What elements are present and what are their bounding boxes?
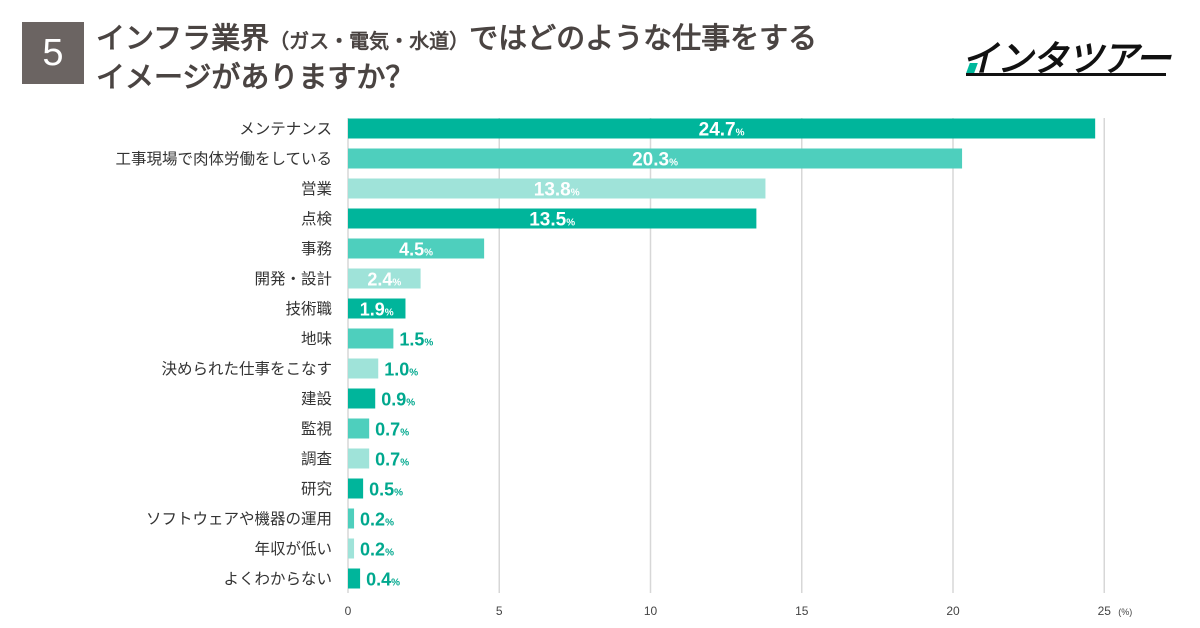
- title-part-2: （ガス・電気・水道）: [269, 29, 470, 53]
- value-label: 0.9%: [381, 390, 415, 410]
- x-axis-unit: (%): [1118, 607, 1132, 617]
- question-number: 5: [42, 31, 64, 74]
- value-label: 0.5%: [369, 480, 403, 500]
- bar: [348, 358, 379, 379]
- value-label: 2.4%: [367, 270, 401, 290]
- category-label: メンテナンス: [239, 120, 332, 138]
- bar: [348, 418, 370, 439]
- value-label: 0.7%: [375, 420, 409, 440]
- value-label: 1.9%: [360, 300, 394, 320]
- value-label: 13.5%: [529, 210, 575, 231]
- category-label: 調査: [301, 450, 332, 468]
- value-label: 0.2%: [360, 540, 394, 560]
- category-label: 決められた仕事をこなす: [161, 360, 332, 378]
- chart-bars: [348, 118, 1096, 589]
- category-label: 開発・設計: [254, 270, 332, 288]
- category-label: 点検: [301, 210, 333, 228]
- value-label: 13.8%: [534, 180, 580, 201]
- bar: [348, 388, 376, 409]
- brand-logo-underline: [966, 73, 1166, 76]
- x-tick-label: 5: [496, 604, 503, 618]
- category-label: 事務: [301, 240, 333, 258]
- x-tick-label: 15: [795, 604, 809, 618]
- title-part-3: ではどのような仕事をする: [469, 21, 818, 55]
- category-label: 営業: [301, 180, 332, 198]
- bar: [348, 178, 766, 199]
- category-label: 監視: [301, 420, 333, 438]
- x-tick-label: 20: [946, 604, 960, 618]
- bar: [348, 448, 370, 469]
- value-label: 0.7%: [375, 450, 409, 470]
- x-tick-label: 10: [644, 604, 658, 618]
- question-number-badge: 5: [22, 22, 84, 84]
- value-label: 24.7%: [699, 120, 745, 141]
- bar: [348, 298, 406, 319]
- value-label: 0.4%: [366, 570, 400, 590]
- x-tick-label: 0: [345, 604, 352, 618]
- value-label: 4.5%: [399, 240, 433, 260]
- bar: [348, 208, 757, 229]
- value-label: 1.5%: [399, 330, 433, 350]
- chart-x-ticks: 0 5 10 15 20 25: [345, 604, 1112, 618]
- bar: [348, 328, 394, 349]
- category-label: 工事現場で肉体労働をしている: [115, 150, 332, 168]
- category-label: よくわからない: [223, 570, 332, 588]
- bar: [348, 238, 485, 259]
- value-label: 0.2%: [360, 510, 394, 530]
- category-label: 建設: [301, 390, 332, 408]
- title-line-2: イメージがありますか？: [96, 60, 415, 94]
- chart-category-labels: メンテナンス工事現場で肉体労働をしている営業点検事務開発・設計技術職地味決められ…: [115, 120, 332, 588]
- bar: [348, 118, 1096, 139]
- category-label: 研究: [301, 480, 332, 498]
- bar: [348, 568, 361, 589]
- brand-logo: インタツアー: [962, 30, 1172, 80]
- value-label: 20.3%: [632, 150, 678, 171]
- chart-value-labels: 24.7% 20.3% 13.8% 13.5% 4.5% 2.4% 1.9%1.5% 1.0%…: [360, 120, 745, 590]
- bar: [348, 268, 421, 289]
- category-label: 技術職: [285, 300, 332, 318]
- page-title: インフラ業界（ガス・電気・水道）ではどのような仕事をする イメージがありますか？: [96, 20, 916, 95]
- x-tick-label: 25: [1098, 604, 1112, 618]
- value-label: 1.0%: [384, 360, 418, 380]
- bar: [348, 508, 355, 529]
- bar: [348, 538, 355, 559]
- category-label: 年収が低い: [254, 540, 332, 558]
- category-label: 地味: [301, 330, 332, 348]
- bar: [348, 148, 963, 169]
- title-line-1: インフラ業界（ガス・電気・水道）ではどのような仕事をする: [96, 20, 916, 59]
- category-label: ソフトウェアや機器の運用: [146, 510, 332, 528]
- title-part-1: インフラ業界: [96, 21, 270, 55]
- bar: [348, 478, 364, 499]
